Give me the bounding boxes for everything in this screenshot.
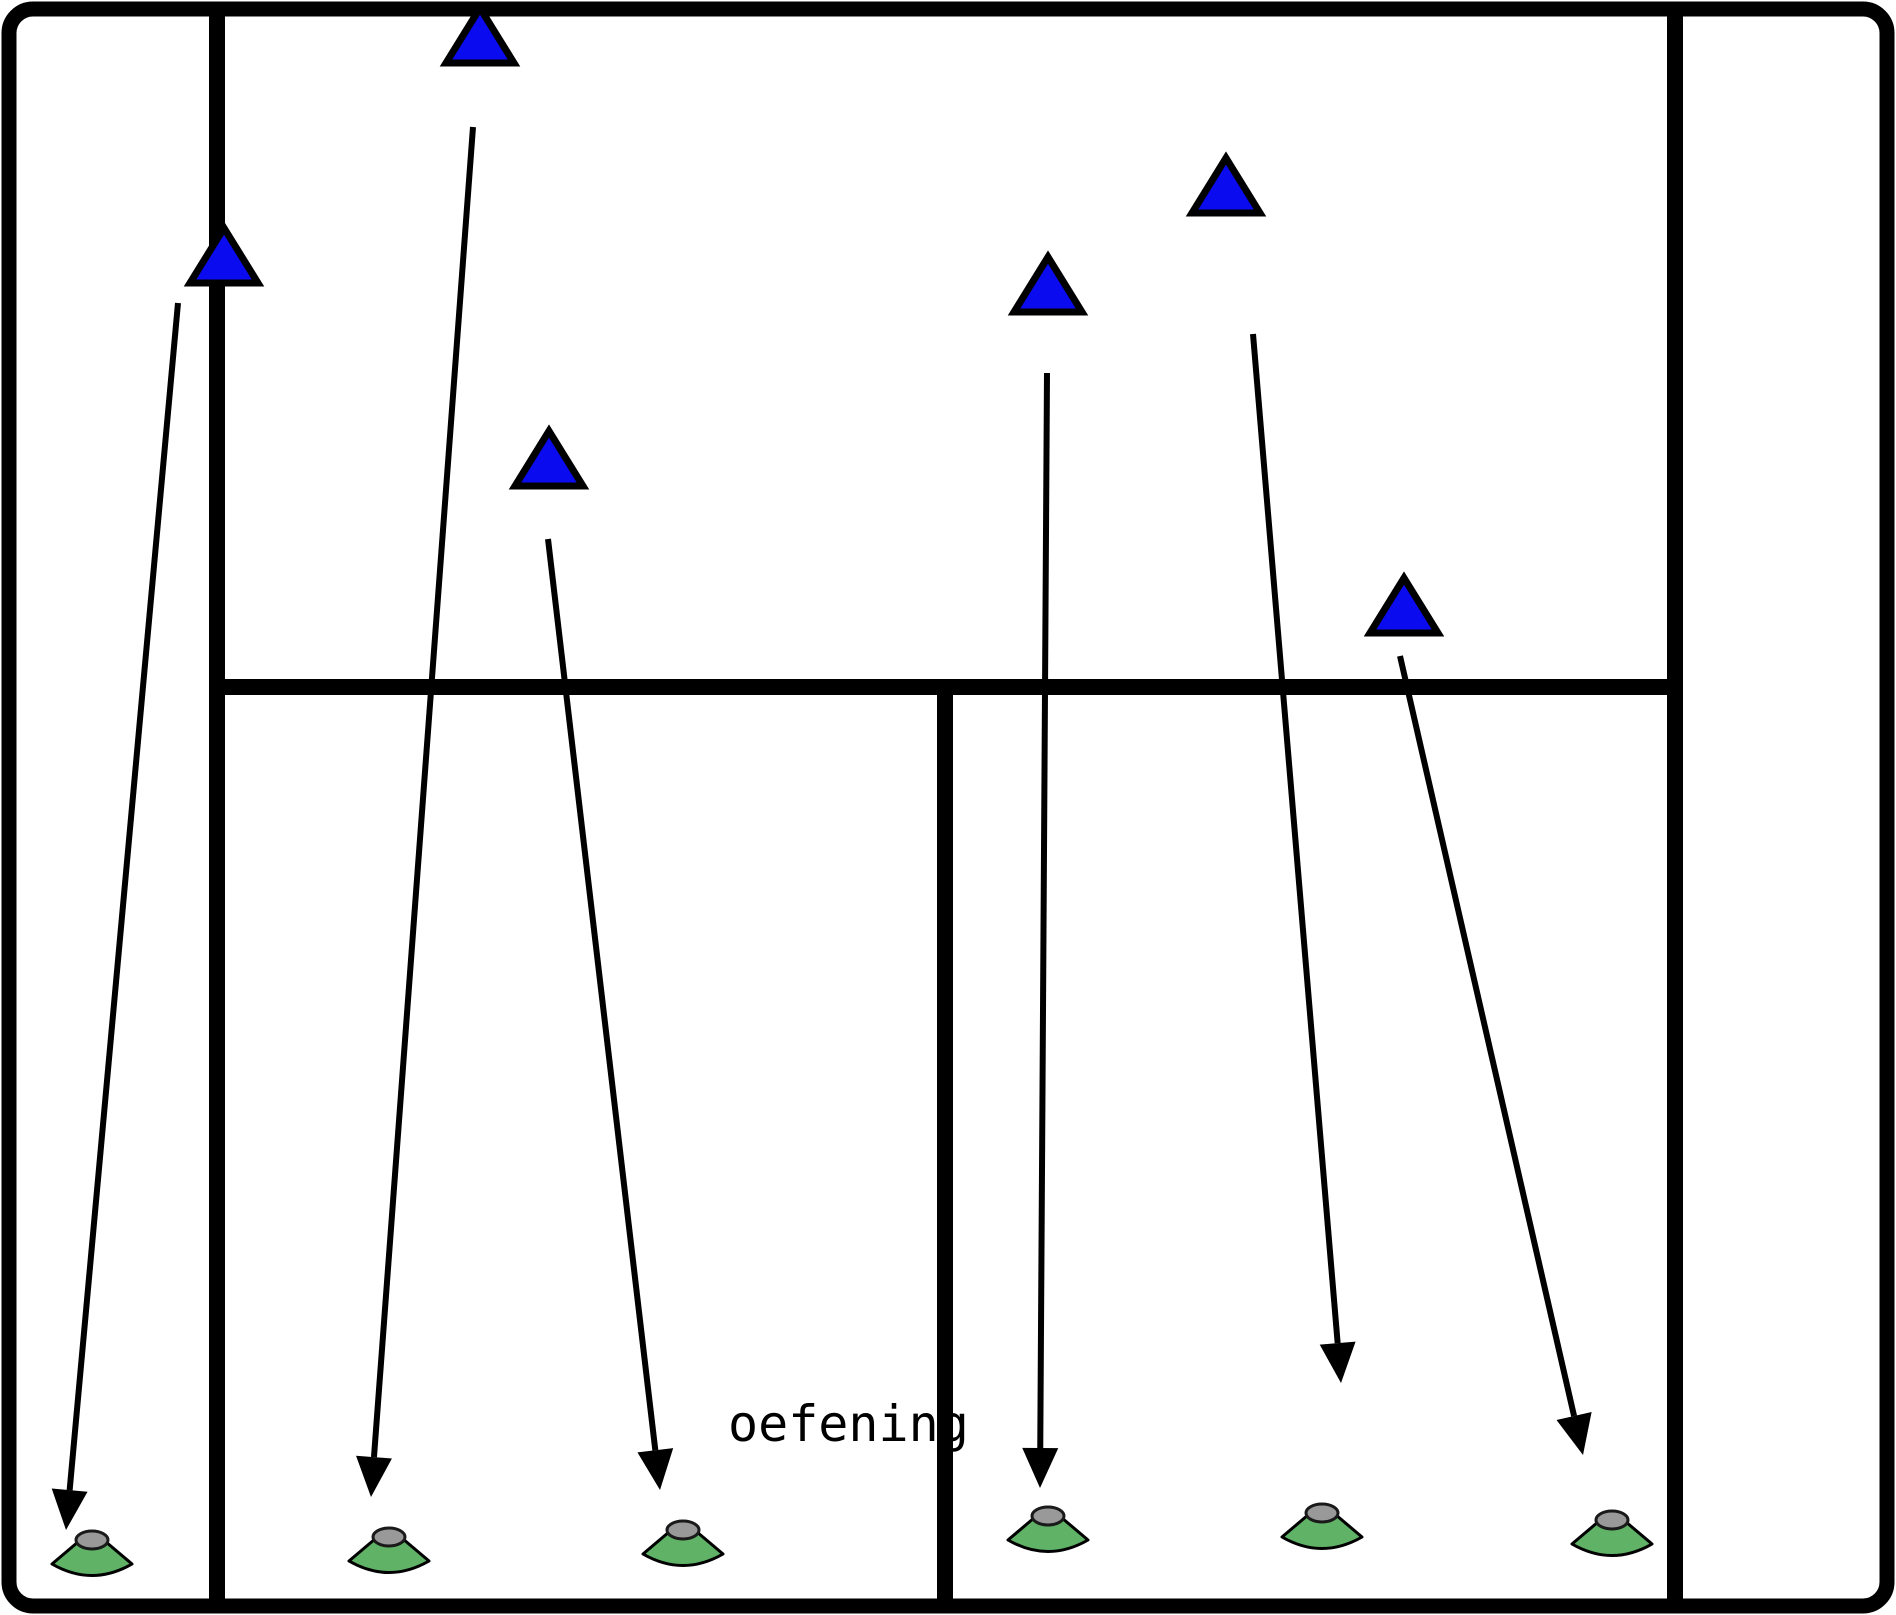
cone[interactable] — [50, 1529, 134, 1577]
player-triangle[interactable] — [1363, 571, 1445, 637]
player-triangle[interactable] — [1007, 250, 1089, 316]
run-arrow[interactable] — [1397, 655, 1592, 1455]
arrow-shaft — [1397, 655, 1577, 1417]
run-arrow[interactable] — [51, 302, 181, 1530]
arrow-shaft — [1037, 372, 1050, 1449]
cone[interactable] — [1006, 1505, 1090, 1553]
arrow-head — [1022, 1447, 1059, 1488]
cone-top — [74, 1529, 110, 1551]
player-triangle[interactable] — [439, 1, 521, 67]
cone[interactable] — [641, 1519, 725, 1567]
run-arrow[interactable] — [356, 126, 476, 1497]
player-triangle[interactable] — [508, 424, 590, 490]
cone-top — [1594, 1509, 1630, 1531]
cone-top — [1030, 1505, 1066, 1527]
arrow-shaft — [370, 126, 476, 1458]
arrow-head — [51, 1488, 88, 1530]
player-triangle[interactable] — [183, 221, 265, 287]
cone[interactable] — [1280, 1502, 1364, 1550]
arrow-head — [1556, 1411, 1592, 1455]
exercise-label: oefening — [728, 1395, 969, 1453]
run-arrow[interactable] — [1022, 372, 1059, 1488]
arrow-head — [1319, 1341, 1356, 1383]
arrow-shaft — [66, 302, 181, 1491]
arrow-shaft — [545, 538, 659, 1451]
cone[interactable] — [347, 1526, 431, 1574]
arrow-head — [637, 1448, 674, 1490]
field-objects — [50, 1, 1654, 1577]
arrow-head — [356, 1455, 392, 1497]
cone-top — [371, 1526, 407, 1548]
cone-top — [665, 1519, 701, 1541]
cone-top — [1304, 1502, 1340, 1524]
run-arrow[interactable] — [545, 538, 674, 1490]
cone[interactable] — [1570, 1509, 1654, 1557]
arrow-shaft — [1250, 333, 1341, 1344]
run-arrow[interactable] — [1250, 333, 1356, 1383]
player-triangle[interactable] — [1185, 151, 1267, 217]
